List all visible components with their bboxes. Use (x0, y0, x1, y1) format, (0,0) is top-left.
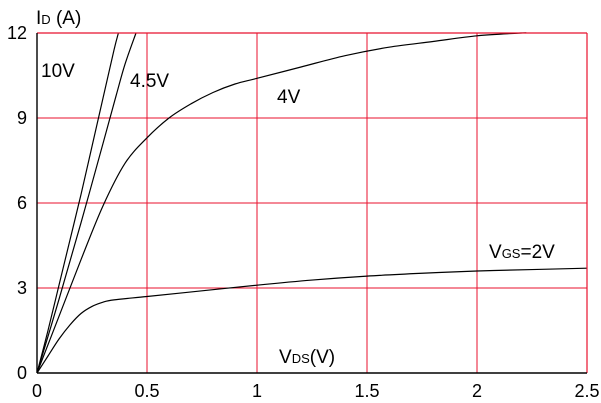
x-tick-label-0.5: 0.5 (134, 381, 159, 401)
tick-labels: 0 0.5 1 1.5 2 2.5 0 3 6 9 12 (7, 23, 600, 401)
x-tick-label-0: 0 (32, 381, 42, 401)
y-axis-label: ID (A) (36, 8, 81, 29)
series-line-10v (36, 32, 119, 374)
x-axis-label: VDS(V) (279, 347, 335, 368)
series-line-4v (36, 32, 527, 374)
series-label-4-5v: 4.5V (130, 71, 169, 92)
x-tick-label-2.5: 2.5 (574, 381, 599, 401)
y-tick-label-12: 12 (7, 23, 27, 43)
y-tick-label-9: 9 (17, 108, 27, 128)
series-group (36, 32, 588, 374)
plot-frame (36, 32, 588, 374)
series-line-4-5v (36, 32, 137, 374)
x-tick-label-1.5: 1.5 (354, 381, 379, 401)
y-tick-label-6: 6 (17, 193, 27, 213)
x-tick-label-2: 2 (472, 381, 482, 401)
series-label-4v: 4V (277, 87, 301, 108)
grid (37, 33, 587, 373)
x-tick-label-1: 1 (252, 381, 262, 401)
series-line-vgs-2v (36, 267, 588, 374)
y-tick-label-3: 3 (17, 278, 27, 298)
series-label-vgs-2v: VGS=2V (489, 242, 555, 263)
series-label-10v: 10V (41, 61, 75, 82)
y-tick-label-0: 0 (17, 363, 27, 383)
